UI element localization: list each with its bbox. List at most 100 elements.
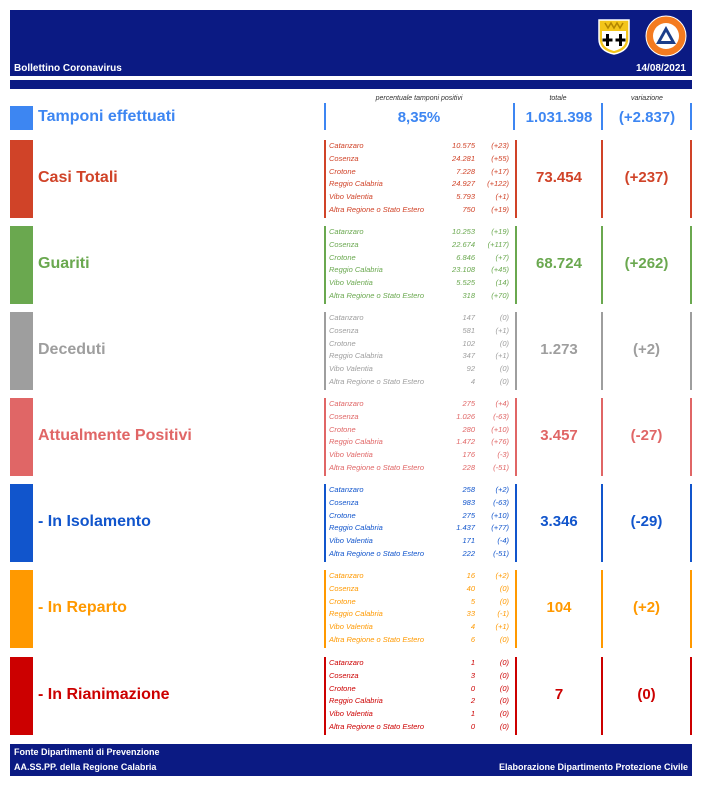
province-name: Crotone [329, 252, 356, 262]
province-name: Cosenza [329, 670, 359, 680]
province-value: 275 [462, 399, 475, 408]
section-swatch [10, 226, 33, 304]
province-row: Vibo Valentia 4 (+1) [329, 621, 509, 634]
province-value: 147 [462, 313, 475, 322]
province-value: 1 [470, 658, 475, 667]
province-row: Catanzaro 1 (0) [329, 657, 509, 670]
province-row: Reggio Calabria 2 (0) [329, 695, 509, 708]
section-divider [515, 570, 517, 648]
province-value: 3 [470, 670, 475, 680]
province-delta: (+1) [495, 325, 509, 335]
province-list: Catanzaro 147 (0) Cosenza 581 (+1) Crotone 102 (… [329, 312, 509, 390]
province-delta: (+19) [491, 227, 509, 236]
province-name: Reggio Calabria [329, 179, 383, 189]
province-value: 4 [470, 377, 475, 386]
province-row: Reggio Calabria 33 (-1) [329, 608, 509, 621]
province-value: 1.437 [456, 523, 475, 533]
province-name: Altra Regione o Stato Estero [329, 722, 425, 731]
section-divider [690, 226, 692, 304]
province-row: Cosenza 24.281 (+55) [329, 153, 509, 166]
section-delta: (+237) [624, 169, 669, 186]
province-row: Reggio Calabria 24.927 (+122) [329, 178, 509, 191]
province-row: Catanzaro 275 (+4) [329, 398, 509, 411]
province-row: Crotone 6.846 (+7) [329, 252, 509, 265]
province-value: 10.575 [452, 141, 475, 150]
province-list: Catanzaro 275 (+4) Cosenza 1.026 (-63) Crotone… [329, 398, 509, 476]
province-name: Reggio Calabria [329, 609, 383, 619]
section-divider [324, 312, 326, 390]
section-label: Casi Totali [38, 169, 118, 186]
province-value: 228 [462, 463, 475, 472]
protezione-civile-logo [645, 15, 687, 57]
province-value: 23.108 [452, 265, 475, 275]
province-delta: (+4) [495, 399, 509, 408]
province-row: Catanzaro 10.575 (+23) [329, 140, 509, 153]
province-name: Altra Regione o Stato Estero [329, 377, 425, 386]
province-value: 7.228 [456, 166, 475, 176]
bulletin-title: Bollettino Coronavirus [14, 63, 122, 74]
section-label: - In Isolamento [38, 513, 151, 530]
province-row: Cosenza 40 (0) [329, 583, 509, 596]
province-row: Crotone 102 (0) [329, 338, 509, 351]
section-total: 1.273 [540, 341, 578, 358]
province-name: Reggio Calabria [329, 523, 383, 533]
province-delta: (+117) [487, 239, 509, 249]
province-delta: (+1) [495, 622, 509, 632]
section-total: 73.454 [536, 169, 582, 186]
province-name: Vibo Valentia [329, 709, 373, 719]
province-row: Catanzaro 147 (0) [329, 312, 509, 325]
province-delta: (+10) [491, 424, 509, 434]
header-divider [10, 80, 692, 89]
province-name: Catanzaro [329, 141, 364, 150]
province-name: Cosenza [329, 239, 359, 249]
province-name: Catanzaro [329, 571, 364, 580]
province-row: Vibo Valentia 171 (-4) [329, 535, 509, 548]
province-delta: (0) [499, 313, 509, 322]
section-divider [690, 657, 692, 735]
province-row: Cosenza 1.026 (-63) [329, 411, 509, 424]
province-row: Cosenza 983 (-63) [329, 497, 509, 510]
section-swatch [10, 484, 33, 562]
province-delta: (0) [499, 683, 509, 693]
province-value: 581 [462, 325, 475, 335]
section-total: 7 [554, 686, 564, 703]
province-name: Altra Regione o Stato Estero [329, 635, 425, 644]
province-value: 750 [462, 205, 475, 214]
province-name: Altra Regione o Stato Estero [329, 463, 425, 472]
province-row: Crotone 275 (+10) [329, 510, 509, 523]
province-delta: (+1) [495, 351, 509, 361]
province-delta: (0) [499, 670, 509, 680]
province-value: 40 [466, 583, 475, 593]
province-name: Altra Regione o Stato Estero [329, 205, 425, 214]
section-divider [601, 312, 603, 390]
province-row: Catanzaro 16 (+2) [329, 570, 509, 583]
province-name: Crotone [329, 683, 356, 693]
section-divider [690, 140, 692, 218]
province-delta: (0) [499, 709, 509, 719]
province-row: Catanzaro 10.253 (+19) [329, 226, 509, 239]
section-divider [601, 398, 603, 476]
province-delta: (+23) [491, 141, 509, 150]
province-value: 5.793 [456, 192, 475, 202]
province-name: Reggio Calabria [329, 696, 383, 706]
province-name: Catanzaro [329, 658, 364, 667]
tamponi-divider-3 [601, 103, 603, 130]
tamponi-divider-4 [690, 103, 692, 130]
province-name: Crotone [329, 166, 356, 176]
province-row: Cosenza 22.674 (+117) [329, 239, 509, 252]
province-row: Vibo Valentia 176 (-3) [329, 449, 509, 462]
province-name: Altra Regione o Stato Estero [329, 549, 425, 558]
province-delta: (-63) [493, 497, 509, 507]
province-name: Cosenza [329, 325, 359, 335]
province-delta: (0) [499, 338, 509, 348]
province-row: Reggio Calabria 23.108 (+45) [329, 264, 509, 277]
province-delta: (+7) [495, 252, 509, 262]
province-name: Vibo Valentia [329, 536, 373, 546]
province-name: Catanzaro [329, 399, 364, 408]
province-row: Altra Regione o Stato Estero 318 (+70) [329, 290, 509, 303]
tamponi-label: Tamponi effettuati [38, 108, 176, 125]
section-swatch [10, 570, 33, 648]
section-divider [324, 226, 326, 304]
province-value: 92 [466, 364, 475, 374]
province-delta: (-51) [493, 549, 509, 558]
